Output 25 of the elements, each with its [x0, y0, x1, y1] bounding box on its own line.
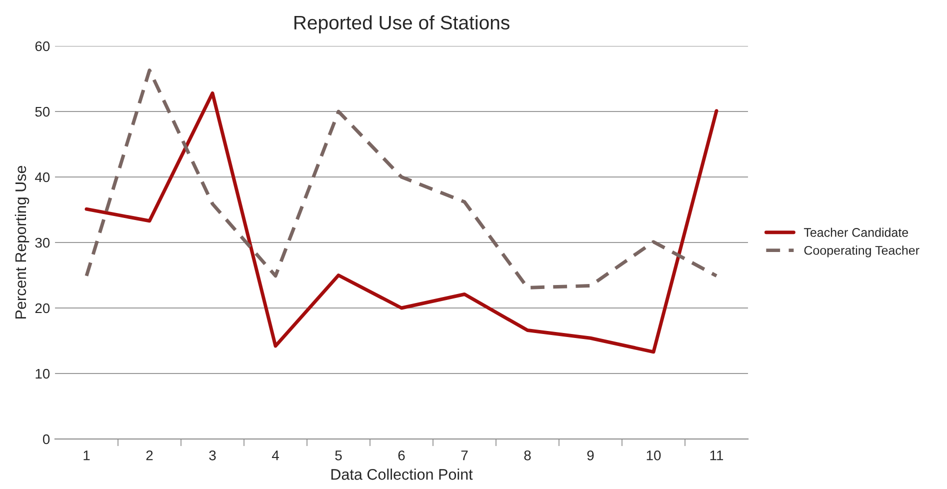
y-tick-label: 60: [35, 41, 50, 52]
x-tick-label: 5: [335, 450, 342, 460]
chart-title: Reported Use of Stations: [294, 15, 510, 34]
legend-label: Cooperating Teacher: [804, 246, 920, 258]
x-tick-label: 8: [524, 450, 531, 460]
y-tick-label: 30: [35, 238, 50, 248]
x-tick-label: 2: [146, 450, 153, 460]
x-tick-label: 1: [84, 450, 90, 460]
y-tick-label: 10: [36, 368, 50, 379]
x-tick-label: 6: [398, 450, 405, 460]
x-tick-label: 7: [461, 450, 468, 460]
x-tick-label: 3: [209, 450, 216, 460]
x-tick-label: 11: [710, 450, 724, 460]
y-tick-label: 0: [42, 434, 50, 444]
x-tick-label: 10: [646, 450, 661, 460]
x-tick-label: 4: [272, 450, 279, 460]
line-series: [84, 91, 718, 354]
x-axis-title: Data Collection Point: [331, 468, 473, 480]
x-tick-label: 9: [587, 450, 594, 460]
y-tick-label: 50: [35, 106, 50, 117]
y-axis-title: Percent Reporting Use: [14, 166, 30, 319]
line-series: [84, 68, 718, 290]
legend-label: Teacher Candidate: [804, 228, 908, 237]
y-tick-label: 40: [35, 172, 50, 182]
y-tick-label: 20: [35, 303, 50, 314]
